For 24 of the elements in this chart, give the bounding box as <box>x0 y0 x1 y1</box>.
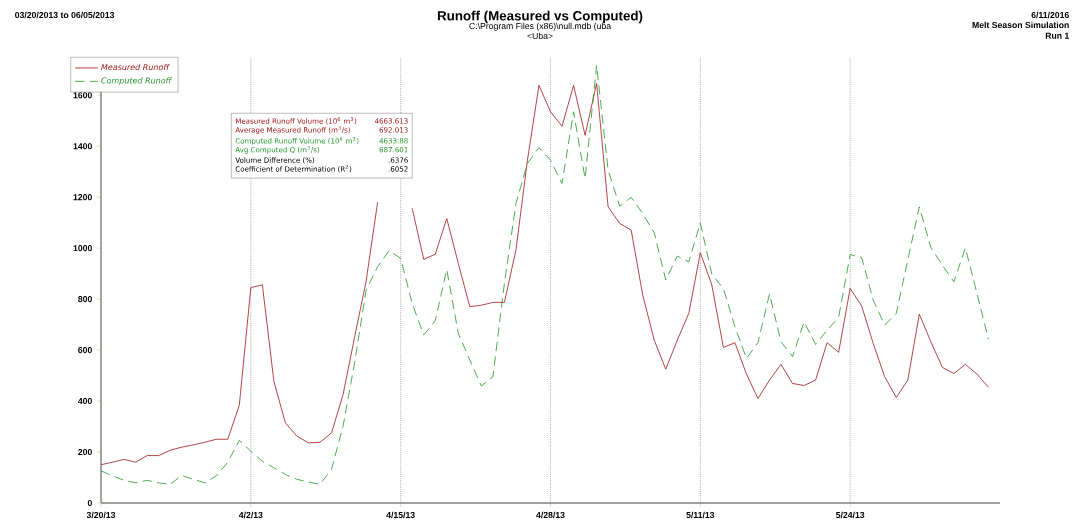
chart-subtitle: C:\Program Files (x86)\null.mdb (uba <box>469 22 612 31</box>
legend-label: Computed Runoff <box>101 77 173 86</box>
text: Run 1 <box>1045 32 1070 39</box>
x-tick-label: 4/28/13 <box>536 511 565 519</box>
text: Melt Season Simulation <box>972 21 1069 29</box>
y-tick-label: 0 <box>87 499 92 507</box>
x-tick-label: 4/2/13 <box>238 511 263 519</box>
x-tick-label: 4/15/13 <box>386 511 415 519</box>
x-tick-label: 3/20/13 <box>86 511 116 519</box>
y-tick-label: 1600 <box>73 92 92 99</box>
y-tick-label: 1200 <box>73 194 92 201</box>
y-tick-label: 1400 <box>73 143 92 150</box>
x-tick-label: 5/24/13 <box>835 511 865 519</box>
y-tick-label: 400 <box>77 397 92 405</box>
x-tick-label: 5/11/13 <box>686 511 715 519</box>
text: 03/20/2013 to 06/05/2013 <box>15 11 115 19</box>
y-tick-label: 600 <box>78 347 92 354</box>
chart-title: Runoff (Measured vs Computed) <box>437 10 643 24</box>
y-tick-label: 1000 <box>73 245 92 252</box>
text: <Uba> <box>527 32 553 40</box>
y-tick-label: 800 <box>78 296 92 303</box>
legend-label: Measured Runoff <box>101 63 170 71</box>
text: 6/11/2016 <box>1031 11 1069 19</box>
y-tick-label: 200 <box>78 448 92 456</box>
